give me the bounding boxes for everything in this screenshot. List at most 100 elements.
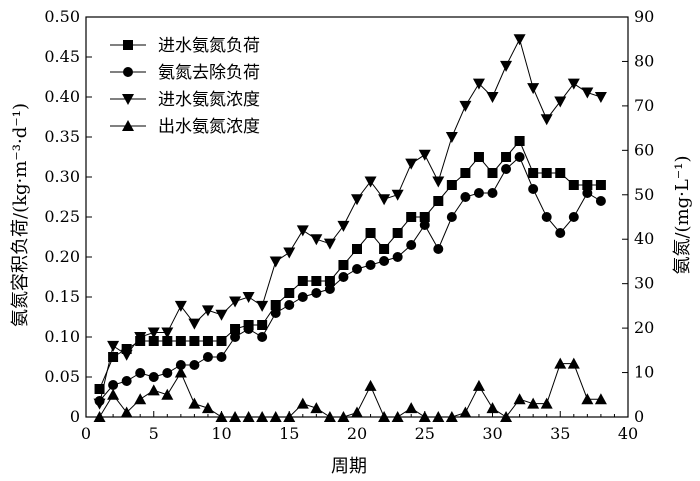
data-point: [257, 320, 268, 330]
data-point: [257, 332, 268, 342]
x-tick-label: 15: [279, 424, 299, 443]
x-tick-label: 5: [149, 424, 159, 443]
data-point: [175, 360, 186, 370]
x-tick-label: 25: [415, 424, 435, 443]
left-y-tick-label: 0.20: [44, 247, 80, 266]
series-layer: [93, 34, 607, 422]
data-point: [541, 212, 552, 222]
data-point: [311, 276, 322, 286]
data-point: [433, 244, 444, 254]
data-point: [567, 357, 580, 369]
data-point: [460, 192, 471, 202]
x-tick-label: 30: [482, 424, 502, 443]
data-point: [174, 366, 187, 378]
data-point: [310, 234, 323, 246]
data-point: [201, 305, 214, 317]
data-point: [364, 379, 377, 391]
data-point: [147, 327, 160, 339]
data-point: [174, 300, 187, 312]
right-y-axis-title: 氨氮/(mg·L⁻¹): [672, 155, 693, 274]
data-point: [352, 264, 362, 274]
data-point: [486, 402, 499, 414]
left-y-axis-ticks: 0 0.05 0.10 0.15 0.20 0.25 0.30 0.35 0.40 0.45 0.5…: [44, 7, 92, 426]
data-point: [459, 100, 472, 112]
series-3: [93, 34, 607, 410]
legend-entry: 出水氨氮浓度: [110, 117, 260, 137]
data-point: [337, 220, 350, 232]
legend-marker: [122, 94, 134, 105]
data-point: [296, 225, 309, 237]
data-point: [351, 406, 363, 418]
data-point: [406, 212, 417, 222]
data-point: [540, 114, 553, 126]
data-point: [487, 168, 498, 178]
x-tick-label: 20: [347, 424, 367, 443]
right-y-tick-label: 0: [634, 407, 644, 426]
left-y-tick-label: 0.05: [44, 367, 80, 386]
series-4: [93, 357, 607, 422]
legend-entry: 进水氨氮负荷: [110, 36, 260, 56]
data-point: [567, 78, 580, 90]
data-point: [379, 244, 390, 254]
x-tick-label: 10: [211, 424, 231, 443]
data-point: [365, 228, 376, 238]
data-point: [365, 260, 376, 270]
left-y-tick-label: 0.15: [44, 287, 80, 306]
legend-entry: 进水氨氮浓度: [110, 90, 260, 110]
data-point: [554, 96, 567, 108]
data-point: [229, 296, 242, 308]
right-y-axis-ticks: 0 10 20 30 40 50 60 70 80 90: [622, 7, 654, 426]
data-point: [189, 336, 200, 346]
data-point: [446, 180, 457, 190]
data-point: [405, 402, 418, 414]
legend-entry: 氨氮去除负荷: [110, 63, 260, 83]
data-point: [460, 168, 471, 178]
data-point: [284, 288, 295, 298]
right-y-tick-label: 30: [634, 274, 654, 293]
legend-label: 出水氨氮浓度: [158, 117, 260, 137]
data-point: [472, 379, 485, 391]
data-point: [432, 176, 445, 188]
data-point: [242, 292, 255, 303]
data-point: [514, 152, 525, 162]
x-axis-title: 周期: [331, 456, 367, 477]
data-point: [406, 240, 417, 250]
data-point: [581, 87, 594, 99]
left-y-tick-label: 0.35: [44, 127, 80, 146]
data-point: [310, 402, 323, 414]
data-point: [500, 60, 513, 72]
x-tick-label: 40: [618, 424, 638, 443]
data-point: [445, 411, 458, 422]
data-point: [418, 149, 431, 161]
data-point: [473, 152, 484, 162]
data-point: [445, 132, 458, 143]
data-point: [161, 388, 174, 400]
data-point: [472, 78, 485, 90]
data-point: [379, 256, 390, 266]
data-point: [188, 318, 201, 330]
data-point: [270, 300, 281, 310]
data-point: [405, 158, 418, 170]
data-point: [391, 189, 404, 201]
data-point: [243, 324, 254, 334]
data-point: [338, 272, 349, 282]
right-y-tick-label: 90: [634, 7, 654, 26]
data-point: [324, 284, 335, 294]
data-point: [162, 336, 173, 346]
data-point: [215, 309, 228, 321]
data-point: [108, 380, 119, 390]
data-point: [514, 136, 525, 146]
data-point: [501, 152, 512, 162]
data-point: [527, 83, 540, 95]
data-point: [527, 397, 540, 409]
data-point: [433, 196, 444, 206]
data-point: [202, 352, 213, 362]
data-point: [391, 411, 404, 422]
data-point: [256, 411, 269, 422]
data-point: [338, 260, 349, 270]
data-point: [93, 398, 106, 410]
left-y-tick-label: 0.45: [44, 47, 80, 66]
left-y-tick-label: 0.10: [44, 327, 80, 346]
data-point: [513, 34, 526, 46]
data-point: [324, 276, 335, 286]
